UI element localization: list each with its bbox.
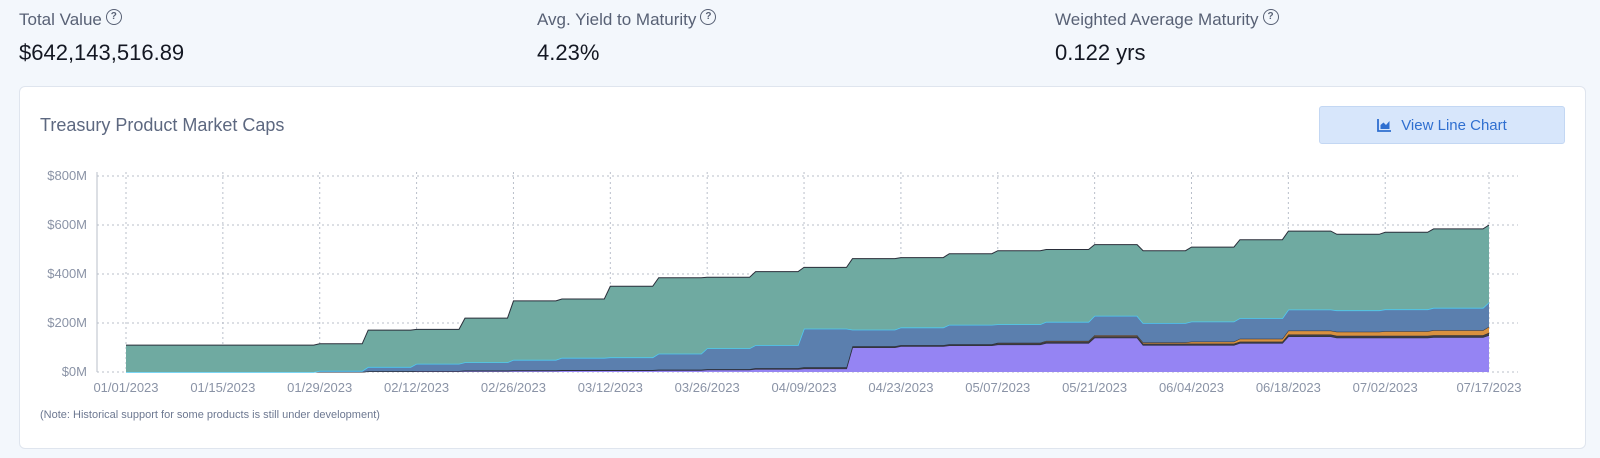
chart-card: Treasury Product Market Caps View Line C… xyxy=(19,86,1586,449)
x-tick-label: 06/18/2023 xyxy=(1256,380,1321,395)
stat-weighted-maturity: Weighted Average Maturity ? 0.122 yrs xyxy=(1055,9,1279,66)
series-line-4 xyxy=(126,224,1490,346)
y-tick-label: $600M xyxy=(47,217,87,232)
x-tick-label: 01/15/2023 xyxy=(190,380,255,395)
x-tick-label: 03/26/2023 xyxy=(675,380,740,395)
area-chart-icon xyxy=(1377,119,1392,132)
stat-value: $642,143,516.89 xyxy=(19,40,185,65)
x-tick-label: 07/02/2023 xyxy=(1353,380,1418,395)
market-cap-chart: $0M $200M $400M $600M $800M 01/01/2023 01/15/2… xyxy=(47,168,1521,395)
x-tick-label: 05/07/2023 xyxy=(965,380,1030,395)
view-line-chart-button[interactable]: View Line Chart xyxy=(1319,106,1565,144)
area-series-3 xyxy=(126,302,1489,372)
x-tick-label: 05/21/2023 xyxy=(1062,380,1127,395)
stat-label: Weighted Average Maturity xyxy=(1055,10,1259,29)
area-series-4 xyxy=(126,225,1489,372)
x-tick-label: 01/29/2023 xyxy=(287,380,352,395)
area-series-1 xyxy=(126,332,1489,372)
view-line-chart-label: View Line Chart xyxy=(1401,116,1507,134)
stat-label: Total Value xyxy=(19,10,102,29)
question-circle-icon[interactable]: ? xyxy=(105,9,122,25)
question-circle-icon[interactable]: ? xyxy=(1262,9,1279,25)
chart-title: Treasury Product Market Caps xyxy=(40,115,285,135)
stat-total-value: Total Value ? $642,143,516.89 xyxy=(19,9,184,66)
x-tick-label: 02/12/2023 xyxy=(384,380,449,395)
x-tick-label: 01/01/2023 xyxy=(93,380,158,395)
stat-label: Avg. Yield to Maturity xyxy=(537,10,697,29)
x-tick-label: 04/09/2023 xyxy=(772,380,837,395)
x-tick-label: 07/17/2023 xyxy=(1456,380,1521,395)
stat-value: 4.23% xyxy=(537,40,600,65)
stats-bar: Total Value ? $642,143,516.89 Avg. Yield… xyxy=(0,0,1600,80)
question-circle-icon[interactable]: ? xyxy=(700,9,717,25)
x-tick-label: 03/12/2023 xyxy=(578,380,643,395)
area-series-0 xyxy=(126,335,1489,372)
y-tick-label: $400M xyxy=(47,266,87,281)
stat-avg-yield: Avg. Yield to Maturity ? 4.23% xyxy=(537,9,717,66)
stat-value: 0.122 yrs xyxy=(1055,40,1146,65)
chart-note: (Note: Historical support for some produ… xyxy=(40,409,380,421)
y-tick-label: $0M xyxy=(62,364,87,379)
x-tick-label: 02/26/2023 xyxy=(481,380,546,395)
y-tick-label: $200M xyxy=(47,315,87,330)
x-tick-label: 04/23/2023 xyxy=(868,380,933,395)
x-tick-label: 06/04/2023 xyxy=(1159,380,1224,395)
y-tick-label: $800M xyxy=(47,168,87,183)
